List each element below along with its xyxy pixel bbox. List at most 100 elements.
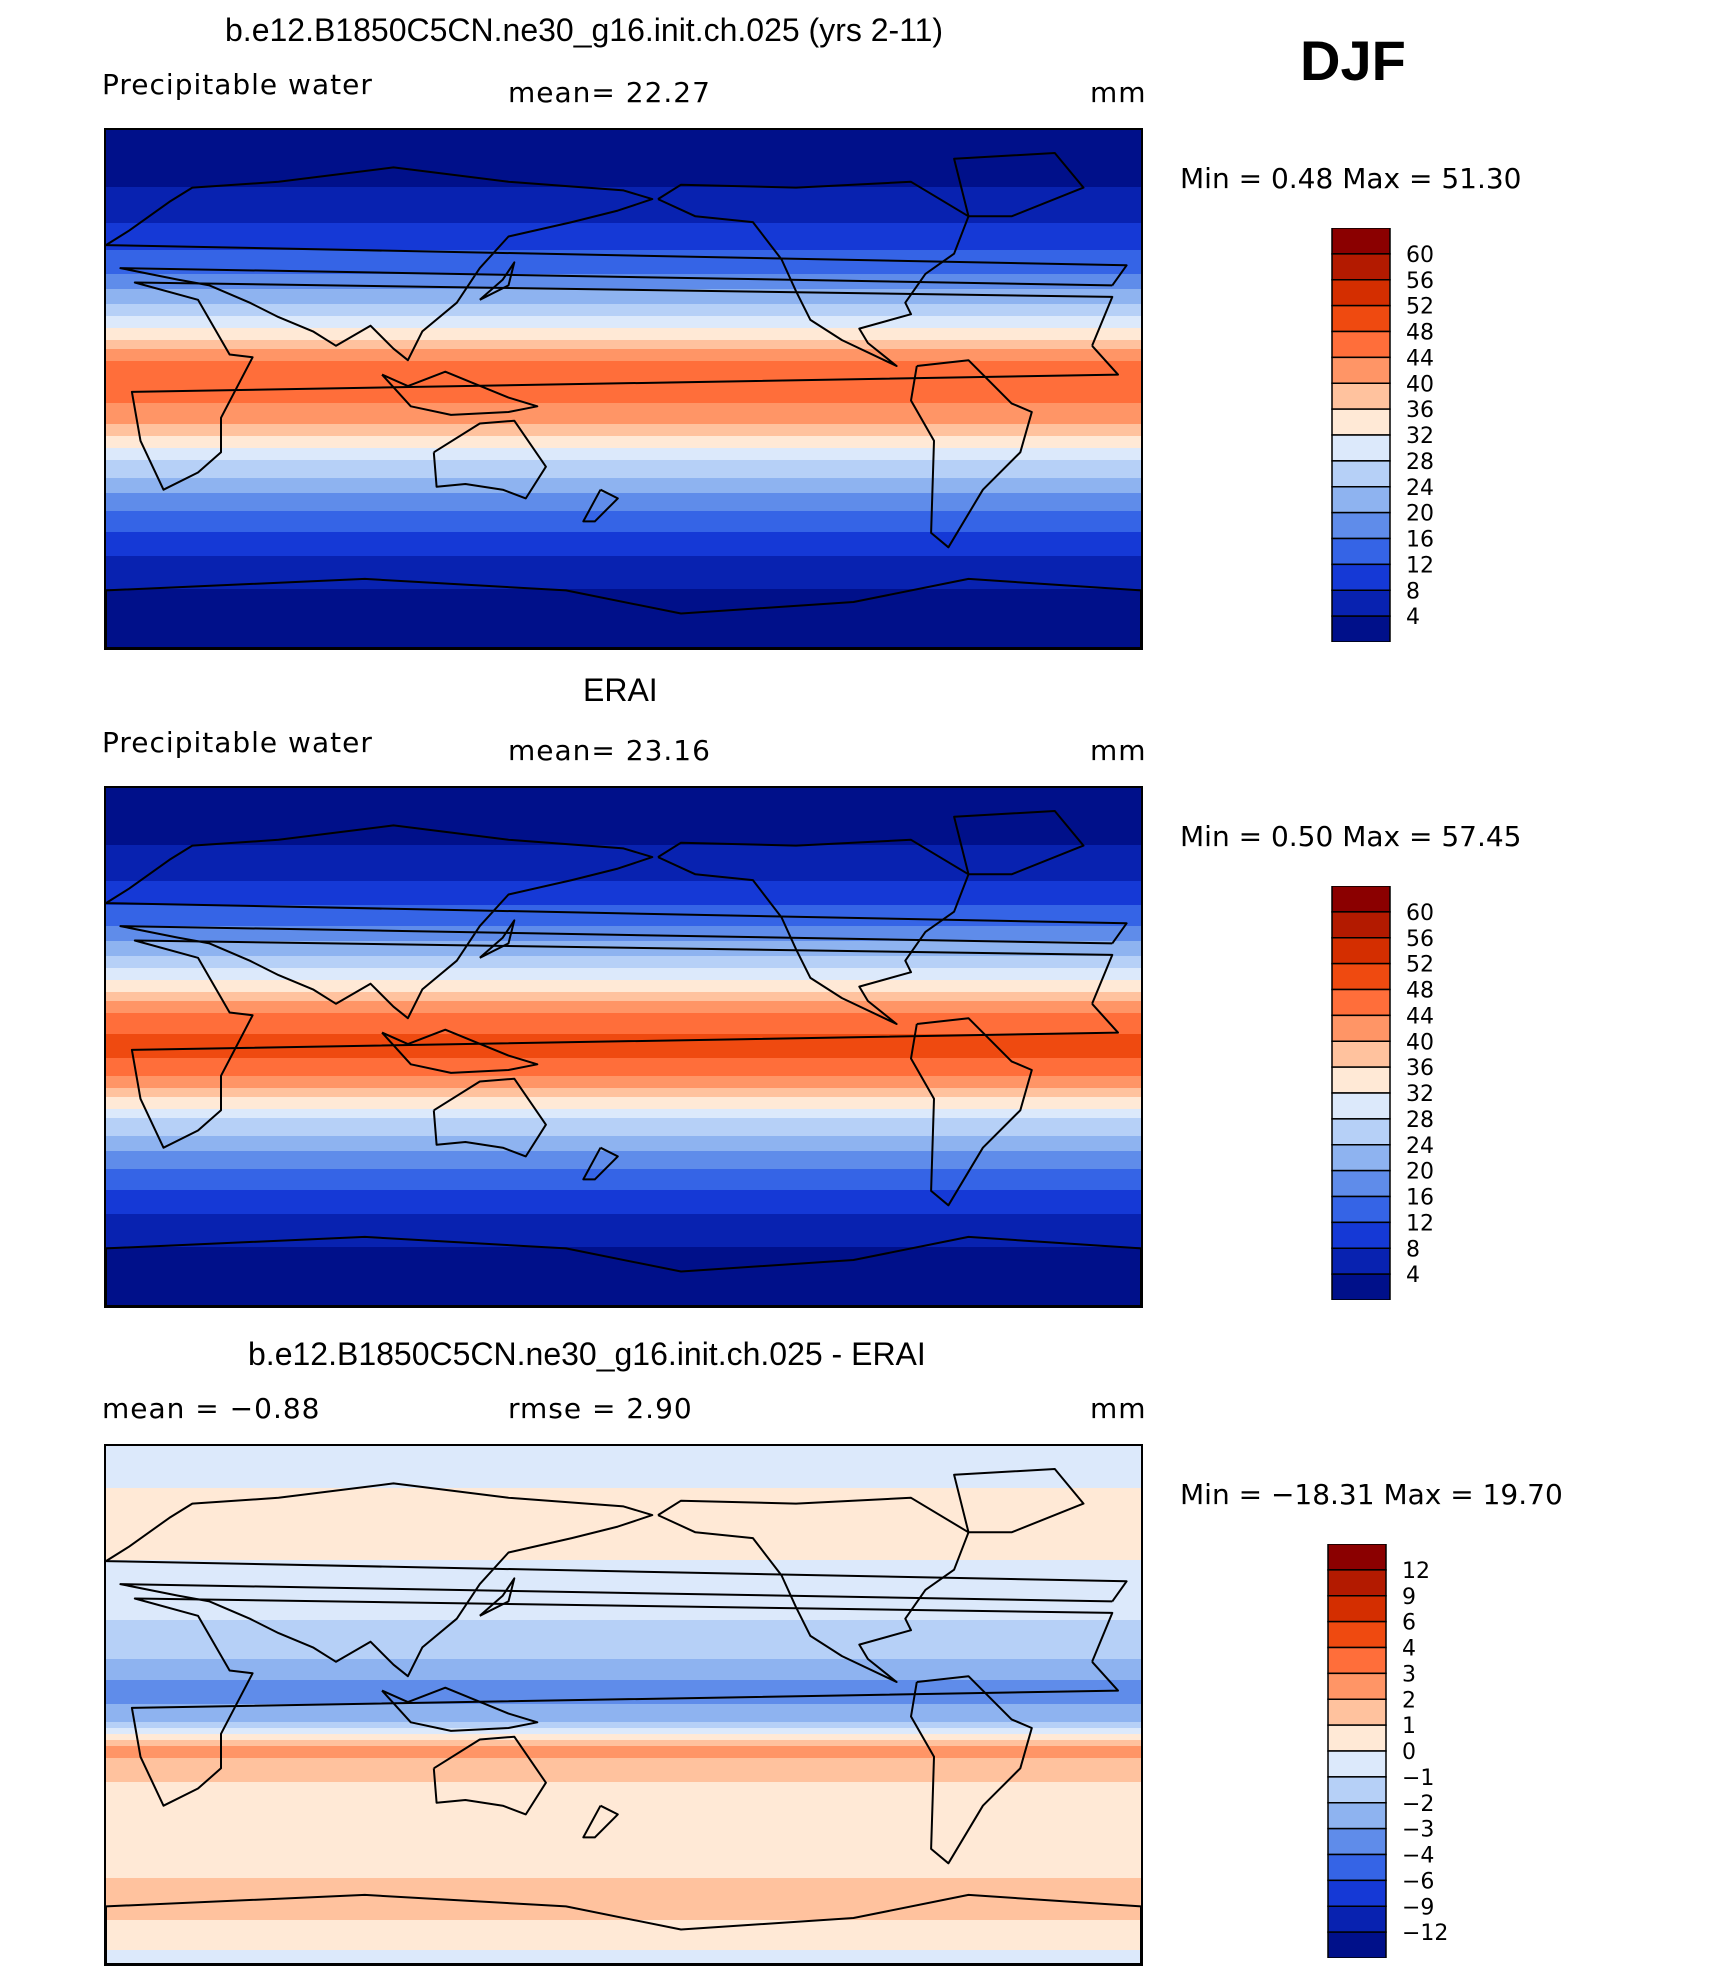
map-band: [106, 277, 1141, 281]
map-band: [106, 1731, 1141, 1735]
map-band: [106, 1650, 1141, 1654]
map-band: [106, 1812, 1141, 1816]
colorbar-swatch: [1331, 537, 1391, 566]
map-band: [106, 1782, 1141, 1786]
map-band: [106, 1019, 1141, 1023]
map-band: [106, 151, 1141, 155]
map-band: [106, 1662, 1141, 1666]
colorbar-swatch: [1331, 1092, 1391, 1120]
colorbar-tick-label: 8: [1406, 1237, 1420, 1262]
map-band: [106, 908, 1141, 912]
map-band: [106, 1178, 1141, 1182]
map-band: [106, 1620, 1141, 1624]
colorbar-swatch: [1331, 1014, 1391, 1042]
map-band: [106, 1043, 1141, 1047]
map-band: [106, 385, 1141, 389]
map-band: [106, 226, 1141, 230]
colorbar-tick-label: 12: [1406, 1211, 1434, 1236]
map-band: [106, 995, 1141, 999]
map-band: [106, 1031, 1141, 1035]
map-band: [106, 598, 1141, 602]
colorbar-swatch: [1331, 1169, 1391, 1198]
map-band: [106, 496, 1141, 500]
colorbar-tick-label: 52: [1406, 295, 1434, 320]
colorbar-swatch: [1331, 962, 1391, 991]
map-band: [106, 361, 1141, 365]
colorbar-tick-label: 12: [1402, 1559, 1430, 1584]
map-band: [106, 935, 1141, 939]
map-band: [106, 211, 1141, 215]
map-band: [106, 517, 1141, 521]
map-band: [106, 1623, 1141, 1627]
map-band: [106, 1265, 1141, 1269]
map-band: [106, 475, 1141, 479]
map-band: [106, 1217, 1141, 1221]
map-band: [106, 1271, 1141, 1275]
map-band: [106, 364, 1141, 368]
map-band: [106, 1226, 1141, 1230]
map-band: [106, 1028, 1141, 1032]
map-band: [106, 1761, 1141, 1765]
map-band: [106, 1644, 1141, 1648]
map-band: [106, 1671, 1141, 1675]
coastline: [910, 1017, 1033, 1207]
map-band: [106, 1277, 1141, 1281]
map-band: [106, 502, 1141, 506]
map-band: [106, 1274, 1141, 1278]
map-band: [106, 1935, 1141, 1939]
coastline: [106, 166, 1128, 362]
panel-3-minmax: Min = −18.31 Max = 19.70: [1180, 1478, 1563, 1511]
panel-3-map: [104, 1444, 1143, 1966]
map-band: [106, 1785, 1141, 1789]
map-band: [106, 568, 1141, 572]
map-band: [106, 1899, 1141, 1903]
panel-3-map-plot: [106, 1446, 1141, 1964]
map-band: [106, 148, 1141, 152]
map-band: [106, 1842, 1141, 1846]
coastline: [381, 370, 539, 416]
colorbar-swatch: [1327, 1620, 1387, 1649]
map-band: [106, 1737, 1141, 1741]
panel-1-variable-label: Precipitable water: [102, 68, 373, 101]
map-band: [106, 1211, 1141, 1215]
map-band: [106, 1776, 1141, 1780]
map-band: [106, 1202, 1141, 1206]
map-band: [106, 1286, 1141, 1290]
map-band: [106, 878, 1141, 882]
map-band: [106, 1494, 1141, 1498]
map-band: [106, 1184, 1141, 1188]
colorbar-swatch: [1327, 1750, 1387, 1778]
map-band: [106, 1821, 1141, 1825]
map-band: [106, 1845, 1141, 1849]
map-band: [106, 1253, 1141, 1257]
map-band: [106, 1034, 1141, 1038]
map-band: [106, 1542, 1141, 1546]
map-band: [106, 295, 1141, 299]
colorbar-swatch: [1331, 1195, 1391, 1224]
map-band: [106, 839, 1141, 843]
panel-3-title: b.e12.B1850C5CN.ne30_g16.init.ch.025 - E…: [248, 1336, 926, 1372]
colorbar-swatch: [1327, 1776, 1387, 1804]
map-band: [106, 1175, 1141, 1179]
map-band: [106, 193, 1141, 197]
map-band: [106, 199, 1141, 203]
map-band: [106, 394, 1141, 398]
map-band: [106, 1635, 1141, 1639]
map-band: [106, 1608, 1141, 1612]
coastline: [582, 1146, 619, 1181]
map-band: [106, 247, 1141, 251]
map-band: [106, 1926, 1141, 1930]
map-band: [106, 217, 1141, 221]
map-band: [106, 1280, 1141, 1284]
map-band: [106, 818, 1141, 822]
map-band: [106, 1118, 1141, 1122]
map-band: [106, 352, 1141, 356]
map-band: [106, 938, 1141, 942]
map-band: [106, 160, 1141, 164]
map-band: [106, 1157, 1141, 1161]
map-band: [106, 812, 1141, 816]
map-band: [106, 1500, 1141, 1504]
coastline: [381, 1028, 539, 1074]
map-band: [106, 409, 1141, 413]
map-band: [106, 535, 1141, 539]
